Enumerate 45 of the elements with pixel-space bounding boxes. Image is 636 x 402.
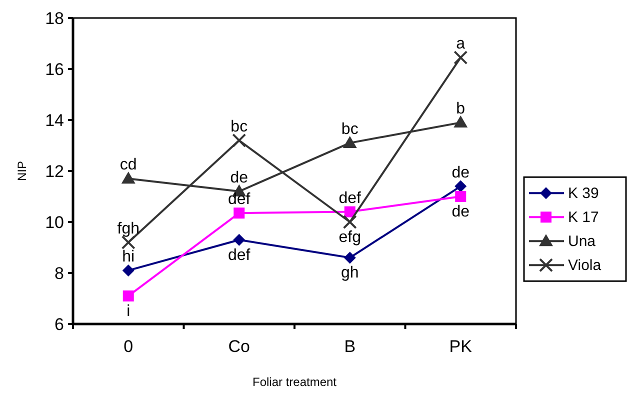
point bbox=[122, 290, 134, 302]
y-tick-label: 6 bbox=[54, 315, 64, 334]
x-axis-title: Foliar treatment bbox=[252, 375, 338, 389]
annotation: fgh bbox=[117, 220, 140, 238]
x-tick-label: Co bbox=[228, 337, 250, 356]
point bbox=[342, 136, 357, 148]
point bbox=[344, 252, 356, 264]
point bbox=[342, 215, 357, 229]
annotation: def bbox=[228, 246, 251, 264]
legend-label: Una bbox=[568, 233, 596, 250]
x-tick-label: PK bbox=[449, 337, 473, 356]
annotation: bc bbox=[230, 118, 248, 136]
y-axis-title: NIP bbox=[15, 160, 29, 182]
point bbox=[232, 133, 246, 148]
y-tick-label: 14 bbox=[45, 111, 64, 130]
point bbox=[455, 191, 466, 202]
point bbox=[454, 50, 468, 65]
annotation: b bbox=[456, 100, 466, 118]
y-tick-label: 10 bbox=[45, 213, 64, 232]
annotation: gh bbox=[340, 264, 359, 282]
annotation: bc bbox=[341, 120, 358, 138]
point bbox=[233, 234, 246, 246]
point bbox=[121, 172, 136, 184]
annotation: cd bbox=[120, 156, 137, 174]
annotation: de bbox=[230, 169, 248, 186]
annotation: def bbox=[338, 190, 362, 207]
x-tick-label: B bbox=[344, 337, 356, 356]
annotation: i bbox=[126, 302, 130, 320]
y-tick-label: 8 bbox=[54, 264, 64, 283]
y-tick-label: 12 bbox=[45, 162, 64, 181]
y-tick-label: 18 bbox=[45, 9, 64, 28]
point bbox=[454, 180, 467, 192]
annotation: efg bbox=[338, 229, 361, 246]
annotation: de bbox=[452, 204, 470, 220]
point bbox=[234, 208, 245, 219]
legend-label: K 39 bbox=[568, 185, 599, 202]
annotation: a bbox=[456, 36, 466, 53]
x-tick-label: 0 bbox=[124, 337, 134, 356]
point bbox=[122, 264, 134, 276]
point bbox=[454, 116, 468, 128]
annotation: de bbox=[452, 164, 470, 182]
y-tick-label: 16 bbox=[45, 60, 64, 79]
annotation: hi bbox=[122, 248, 135, 266]
legend-label: K 17 bbox=[568, 209, 599, 226]
legend-label: Viola bbox=[568, 257, 602, 274]
